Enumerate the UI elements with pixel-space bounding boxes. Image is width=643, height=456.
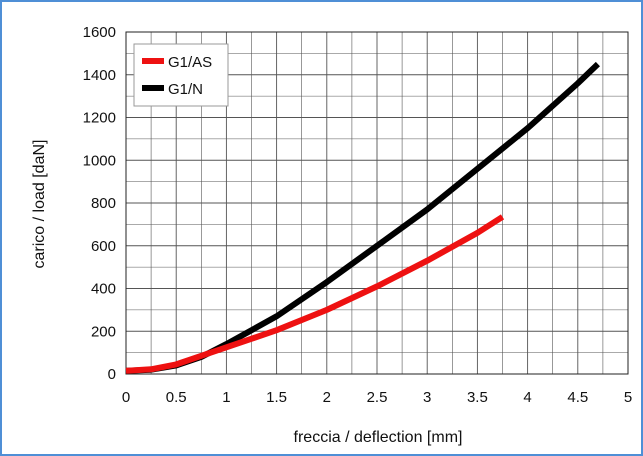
x-tick-label: 1 <box>222 389 230 406</box>
y-tick-label: 1600 <box>83 24 116 41</box>
y-tick-label: 0 <box>108 366 116 383</box>
y-tick-label: 600 <box>91 238 116 255</box>
x-tick-label: 3 <box>423 389 431 406</box>
legend: G1/AS G1/N <box>133 43 229 107</box>
legend-box <box>133 43 229 107</box>
x-tick-labels: 0 0.5 1 1.5 2 2.5 3 3.5 4 4.5 5 <box>122 389 632 406</box>
x-tick-label: 3.5 <box>467 389 488 406</box>
y-tick-label: 400 <box>91 281 116 298</box>
grid <box>125 31 629 375</box>
y-tick-label: 800 <box>91 195 116 212</box>
x-tick-label: 2.5 <box>367 389 388 406</box>
x-tick-label: 0.5 <box>166 389 187 406</box>
legend-label: G1/N <box>168 81 203 98</box>
legend-label: G1/AS <box>168 54 212 71</box>
y-tick-label: 1000 <box>83 152 116 169</box>
y-tick-label: 1400 <box>83 67 116 84</box>
x-tick-label: 5 <box>624 389 632 406</box>
series-lines <box>125 61 600 374</box>
x-tick-label: 0 <box>122 389 130 406</box>
y-tick-label: 200 <box>91 323 116 340</box>
x-tick-label: 4.5 <box>567 389 588 406</box>
y-axis-label: carico / load [daN] <box>31 140 48 269</box>
x-axis-label: freccia / deflection [mm] <box>294 429 463 446</box>
series-line-g1-as <box>125 214 505 374</box>
x-tick-label: 4 <box>523 389 531 406</box>
series-line-g1-n <box>125 61 600 374</box>
plot-border <box>125 31 629 375</box>
x-tick-label: 2 <box>323 389 331 406</box>
x-tick-label: 1.5 <box>266 389 287 406</box>
y-tick-label: 1200 <box>83 110 116 127</box>
y-tick-labels: 0 200 400 600 800 1000 1200 1400 1600 <box>83 24 116 383</box>
